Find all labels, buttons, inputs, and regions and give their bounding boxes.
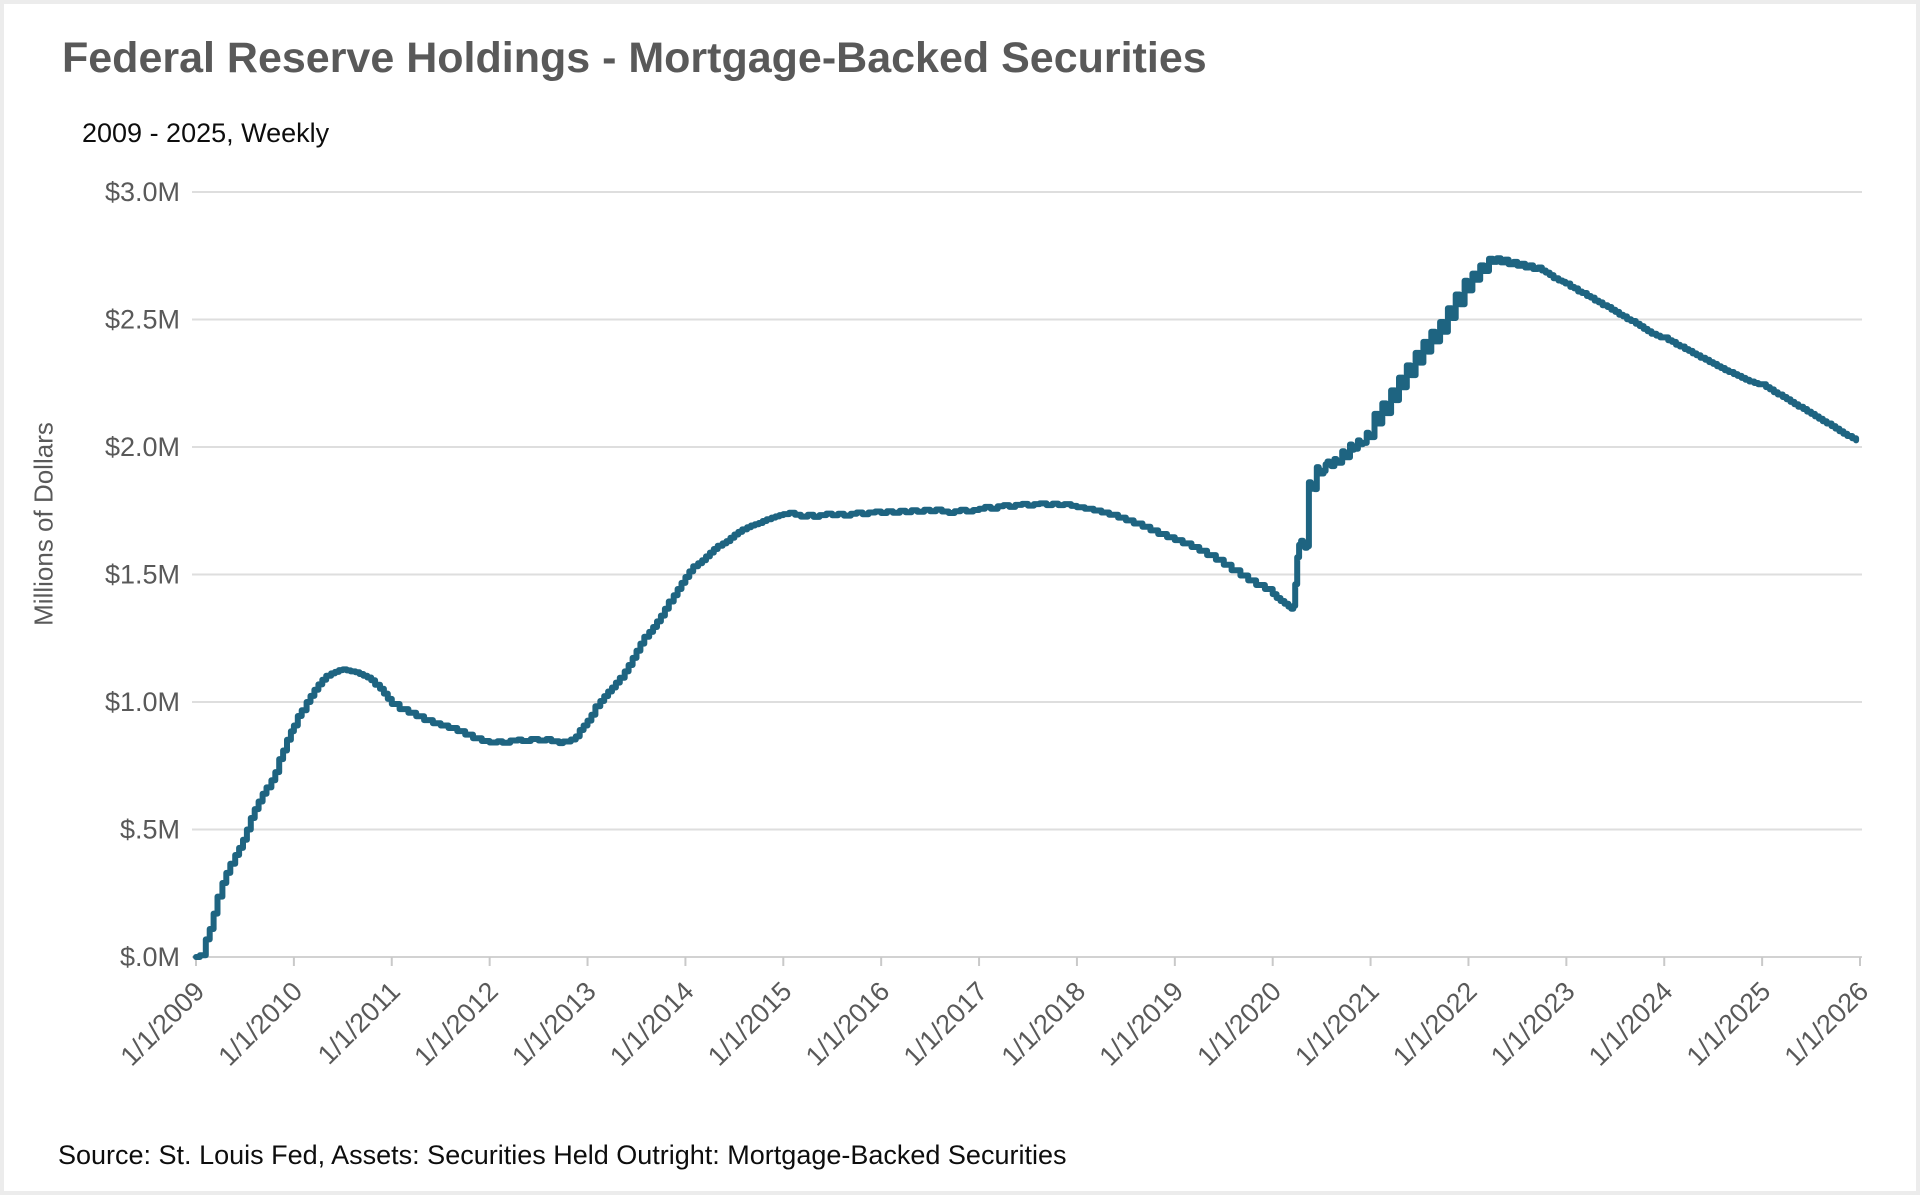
x-tick-label: 1/1/2011: [312, 976, 406, 1070]
y-tick-label: $.0M: [120, 942, 180, 972]
y-tick-label: $.5M: [120, 815, 180, 845]
page-title: Federal Reserve Holdings - Mortgage-Back…: [62, 34, 1207, 82]
y-tick-label: $2.5M: [105, 305, 180, 335]
x-tick-label: 1/1/2010: [213, 976, 309, 1072]
y-axis-title: Millions of Dollars: [28, 422, 59, 626]
line-chart-plot: $3.0M $2.5M $2.0M $1.5M $1.0M $.5M $.0M 1/1/200…: [105, 177, 1875, 1072]
y-tick-label: $2.0M: [105, 432, 180, 462]
x-tick-label: 1/1/2015: [702, 976, 798, 1072]
x-tick-label: 1/1/2014: [604, 976, 700, 1072]
source-note: Source: St. Louis Fed, Assets: Securitie…: [58, 1140, 1067, 1170]
y-tick-label: $1.5M: [105, 560, 180, 590]
x-tick-label: 1/1/2020: [1191, 976, 1287, 1072]
x-tick-label: 1/1/2012: [408, 976, 504, 1072]
x-tick-label: 1/1/2022: [1387, 976, 1483, 1072]
chart-subtitle: 2009 - 2025, Weekly: [82, 118, 330, 148]
x-tick-label: 1/1/2024: [1583, 976, 1679, 1072]
x-tick-label: 1/1/2013: [506, 976, 602, 1072]
x-tick-label: 1/1/2018: [996, 976, 1092, 1072]
y-tick-label: $1.0M: [105, 687, 180, 717]
x-tick-label: 1/1/2019: [1094, 976, 1190, 1072]
x-tick-label: 1/1/2025: [1681, 976, 1777, 1072]
x-tick-label: 1/1/2023: [1485, 976, 1581, 1072]
mbs-holdings-line: [193, 255, 1860, 960]
x-tick-label: 1/1/2017: [898, 976, 994, 1072]
x-tick-label: 1/1/2009: [115, 976, 211, 1072]
y-tick-label: $3.0M: [105, 177, 180, 207]
x-tick-label: 1/1/2021: [1289, 976, 1385, 1072]
x-tick-label: 1/1/2016: [800, 976, 896, 1072]
x-tick-label: 1/1/2026: [1779, 976, 1875, 1072]
